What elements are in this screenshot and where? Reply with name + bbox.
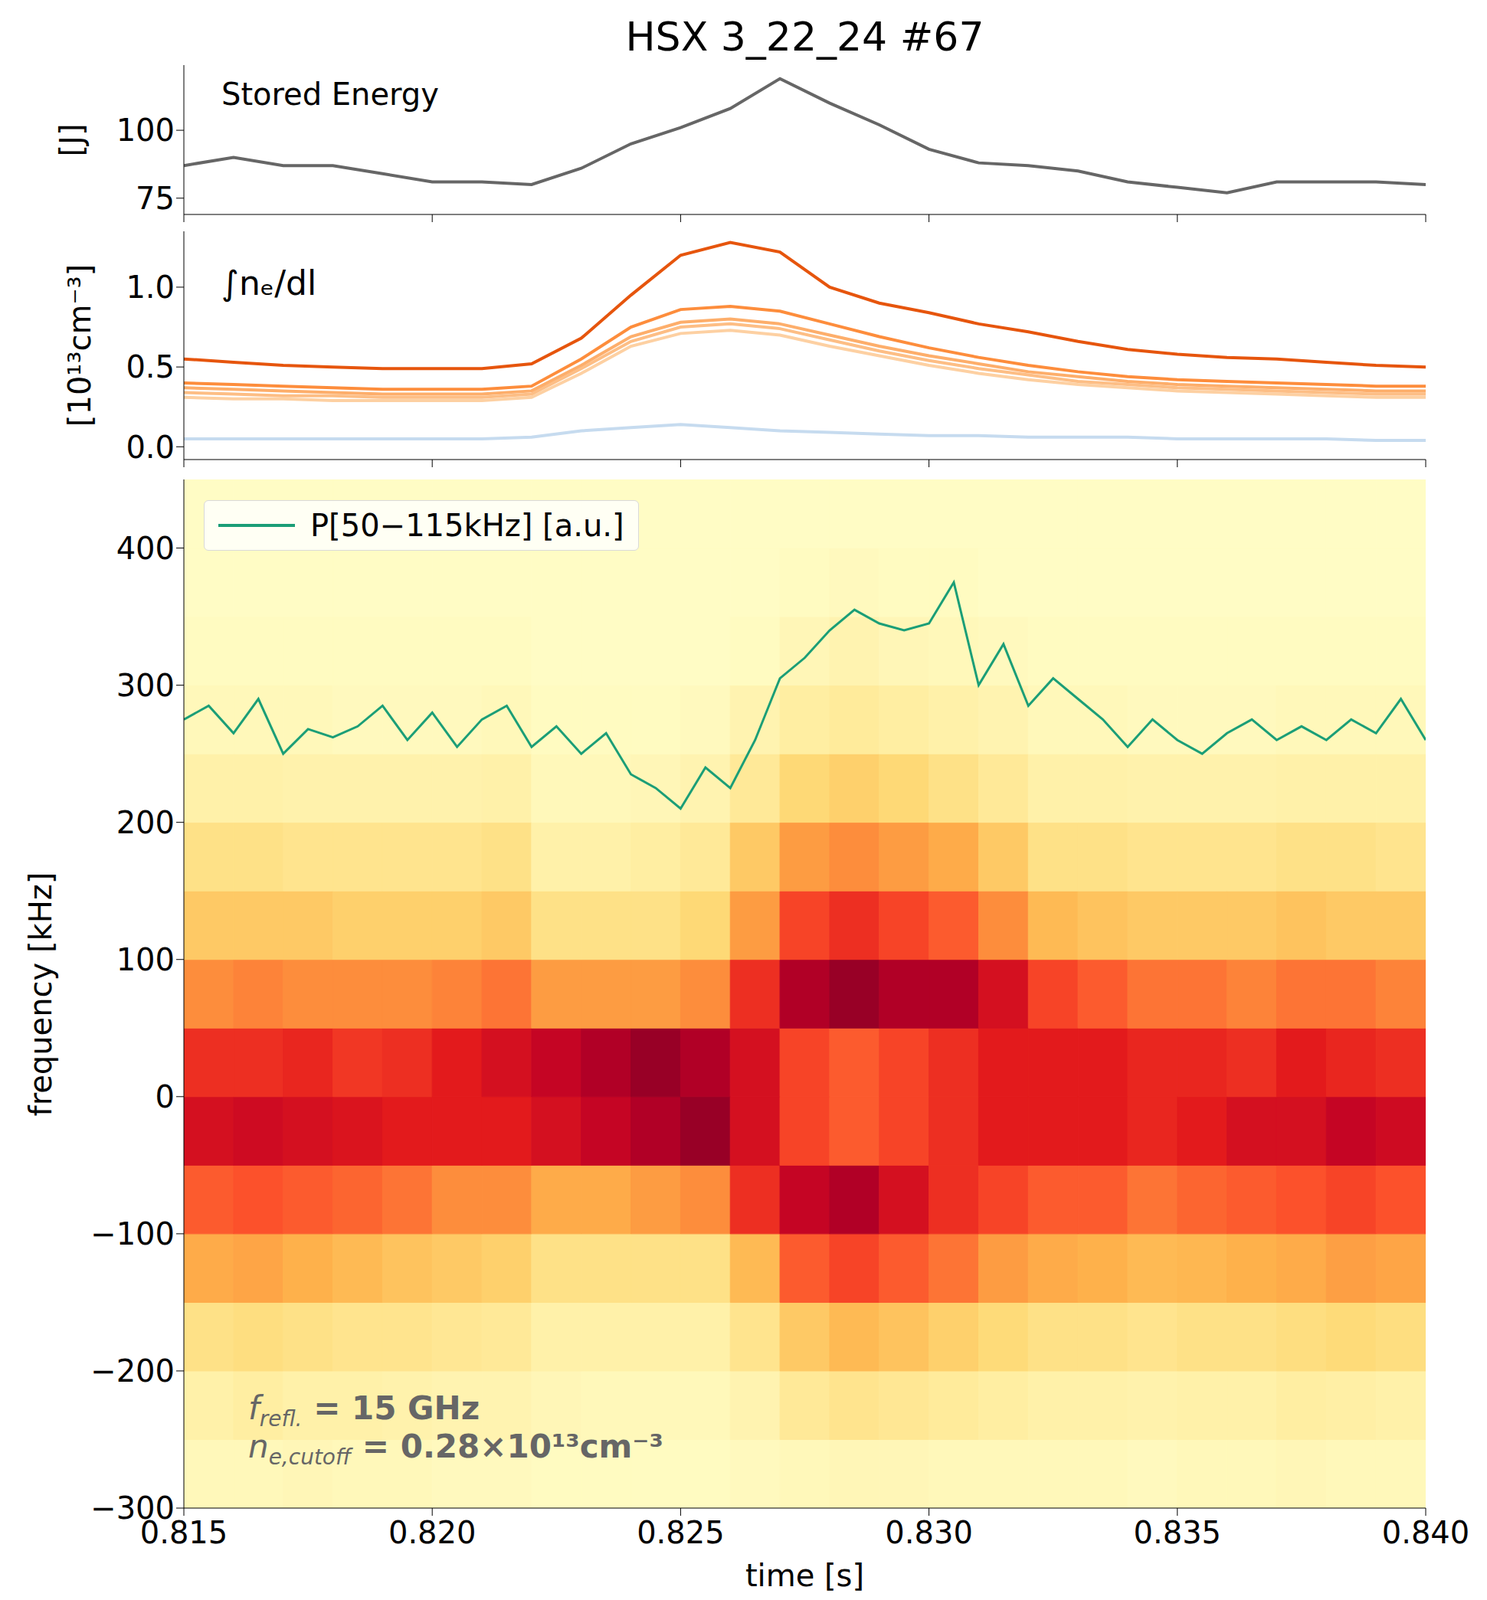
- svg-text:0.830: 0.830: [884, 1515, 973, 1551]
- svg-text:100: 100: [116, 112, 175, 148]
- html-text:∫nₑ/dl: ∫nₑ/dl: [221, 263, 317, 303]
- html-text:Stored Energy: Stored Energy: [221, 76, 439, 112]
- svg-text:300: 300: [116, 668, 175, 704]
- html-text:[J]: [J]: [53, 123, 89, 157]
- svg-text:0.815: 0.815: [139, 1515, 228, 1551]
- svg-text:1.0: 1.0: [125, 269, 175, 305]
- svg-text:0.835: 0.835: [1133, 1515, 1222, 1551]
- svg-text:75: 75: [135, 180, 175, 217]
- svg-text:−300: −300: [90, 1490, 175, 1527]
- svg-text:400: 400: [116, 530, 175, 567]
- html-text:[10¹³cm⁻³]: [10¹³cm⁻³]: [62, 264, 98, 427]
- html-text:ne,cutoff= 0.28×10¹³cm⁻³: ne,cutoff= 0.28×10¹³cm⁻³: [248, 1428, 664, 1471]
- svg-text:200: 200: [116, 805, 175, 841]
- svg-text:0: 0: [155, 1079, 175, 1115]
- svg-text:time [s]: time [s]: [745, 1558, 865, 1593]
- html-text:frequency [kHz]: frequency [kHz]: [22, 871, 59, 1117]
- svg-text:−100: −100: [90, 1216, 175, 1252]
- svg-text:−200: −200: [90, 1353, 175, 1389]
- svg-text:0.0: 0.0: [125, 429, 175, 466]
- svg-text:0.825: 0.825: [636, 1515, 725, 1551]
- svg-text:0.820: 0.820: [388, 1515, 477, 1551]
- svg-text:0.840: 0.840: [1382, 1515, 1471, 1551]
- html-text:HSX 3_22_24 #67: HSX 3_22_24 #67: [625, 13, 985, 60]
- html-text:frefl.= 15 GHz: frefl.= 15 GHz: [248, 1389, 480, 1433]
- svg-text:100: 100: [116, 942, 175, 978]
- svg-text:0.5: 0.5: [125, 349, 175, 385]
- html-text:P[50−115kHz] [a.u.]: P[50−115kHz] [a.u.]: [310, 507, 625, 544]
